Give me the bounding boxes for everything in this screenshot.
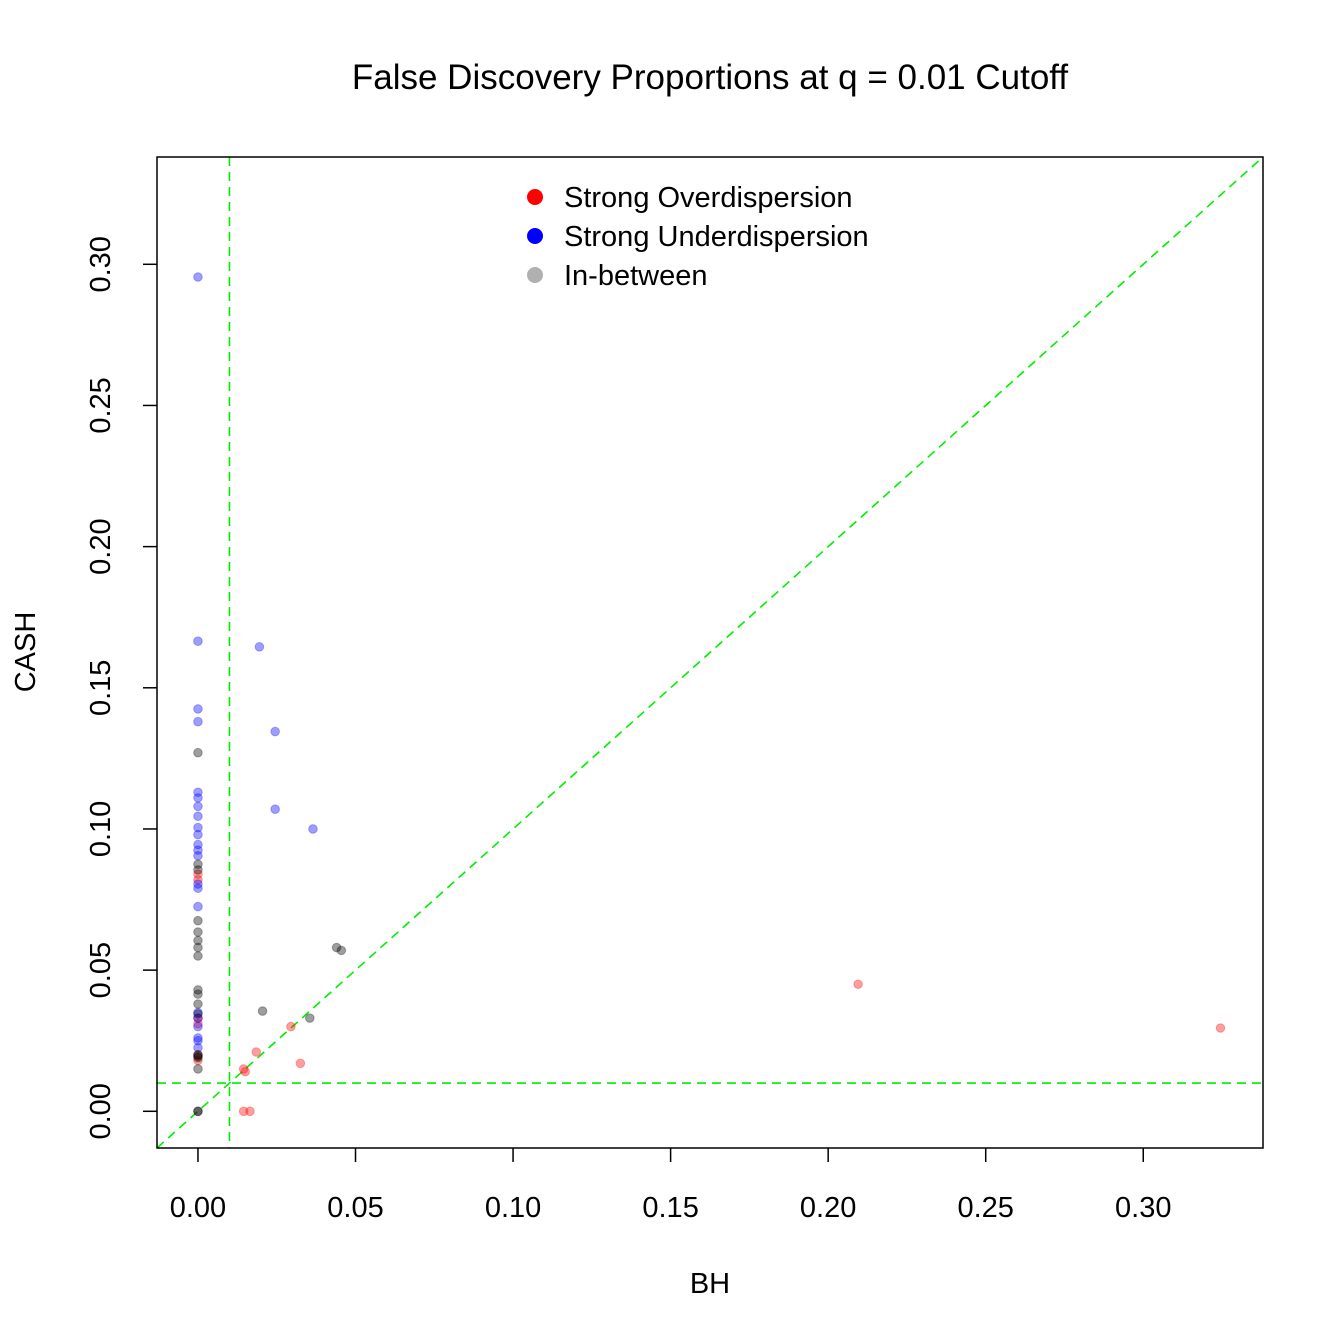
data-point [193,1051,203,1062]
data-point [295,1058,306,1069]
data-point [193,845,203,855]
data-point [193,272,203,282]
data-point [193,915,203,926]
data-point [193,716,203,727]
data-point [254,642,265,652]
data-point [305,1013,315,1023]
data-point [238,1106,249,1117]
legend-marker [527,189,543,205]
data-point [193,883,203,894]
y-axis-label: CASH [10,612,42,693]
data-point [193,822,203,833]
data-point [193,951,203,961]
data-point [193,1035,203,1046]
data-point [308,824,318,834]
x-axis-label: BH [690,1268,730,1300]
x-axis: 0.00 0.05 0.10 0.15 0.20 0.25 0.30 [170,1148,1171,1224]
data-point [193,1050,203,1060]
data-point [193,811,203,822]
data-point [193,901,203,912]
y-tick-label: 0.30 [85,236,117,292]
data-point [193,1009,203,1019]
x-tick-label: 0.20 [800,1192,856,1224]
legend-label: Strong Underdispersion [564,221,869,253]
legend-label: Strong Overdispersion [564,182,853,214]
x-tick-label: 0.25 [957,1192,1013,1224]
data-point [193,1052,203,1063]
y-tick-label: 0.00 [85,1083,117,1139]
data-point [193,1064,203,1074]
data-point [193,935,203,946]
data-point [193,874,203,885]
x-tick-label: 0.00 [170,1192,226,1224]
data-point [193,1106,203,1117]
y-tick-label: 0.15 [85,660,117,716]
data-point [193,865,203,875]
data-point [193,829,203,840]
data-point [193,850,203,861]
data-point [193,1042,203,1053]
data-point [193,801,203,812]
data-point [193,787,203,798]
data-point [193,704,203,714]
y-tick-label: 0.05 [85,942,117,998]
data-point [193,1050,203,1060]
x-tick-label: 0.15 [642,1192,698,1224]
data-point [257,1006,268,1016]
data-point [193,1106,203,1117]
data-point [238,1064,249,1074]
data-points [193,272,1226,1117]
y-axis: 0.00 0.05 0.10 0.15 0.20 0.25 0.30 [85,236,157,1140]
data-point [853,979,863,990]
legend-marker [527,267,543,283]
x-tick-label: 0.10 [485,1192,541,1224]
data-point [193,839,203,850]
reference-lines [156,156,1264,1149]
y-tick-label: 0.10 [85,801,117,857]
data-point [193,1013,203,1023]
plot-frame [156,156,1264,1149]
x-tick-label: 0.05 [327,1192,383,1224]
data-point [193,985,203,995]
data-point [270,804,280,814]
data-point [331,942,342,953]
legend-marker [527,228,543,244]
data-point [336,945,347,956]
data-point [240,1066,251,1077]
data-point [193,999,203,1009]
y-tick-label: 0.20 [85,518,117,574]
y-tick-label: 0.25 [85,377,117,433]
data-point [193,869,203,879]
chart-title: False Discovery Proportions at q = 0.01 … [352,58,1069,97]
data-point [193,1018,203,1029]
data-point [270,726,280,737]
reference-line-diagonal [156,156,1264,1149]
data-point [193,747,203,758]
data-point [251,1047,262,1057]
data-point [286,1021,296,1032]
data-point [193,942,203,953]
data-point [193,879,203,889]
data-point [193,1007,203,1018]
data-point [193,859,203,870]
x-tick-label: 0.30 [1115,1192,1171,1224]
data-point [193,1013,203,1023]
data-point [193,636,203,647]
data-point [1215,1023,1226,1033]
legend: Strong Overdispersion Strong Underdispers… [527,182,869,292]
legend-label: In-between [564,260,708,292]
data-point [193,793,203,803]
data-point [193,1055,203,1066]
data-point [193,1021,203,1032]
data-point [193,927,203,937]
data-point [193,1033,203,1043]
data-point [193,989,203,999]
data-point [245,1106,255,1117]
